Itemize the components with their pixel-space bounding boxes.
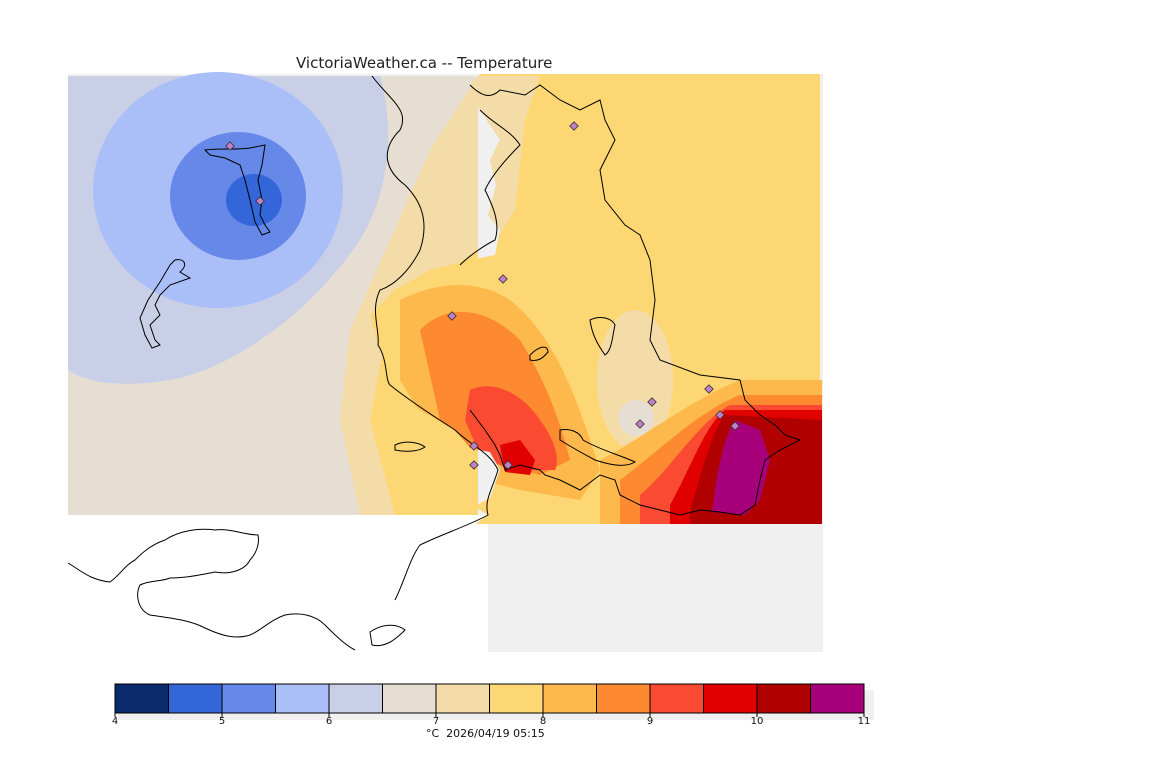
legend-tick-label: 9 bbox=[646, 716, 654, 727]
legend-tick-label: 7 bbox=[432, 716, 440, 727]
legend-bin bbox=[596, 683, 651, 714]
legend-bin bbox=[810, 683, 865, 714]
station-marker bbox=[469, 441, 479, 451]
legend-bin bbox=[221, 683, 276, 714]
station-marker bbox=[647, 397, 657, 407]
weather-station-markers bbox=[225, 121, 740, 470]
legend-bin bbox=[542, 683, 597, 714]
station-marker bbox=[498, 274, 508, 284]
legend-bin bbox=[328, 683, 383, 714]
station-marker bbox=[715, 410, 725, 420]
station-marker bbox=[255, 196, 265, 206]
legend-tick-label: 11 bbox=[857, 716, 871, 727]
legend-tick-label: 6 bbox=[325, 716, 333, 727]
station-marker bbox=[730, 421, 740, 431]
legend-bin bbox=[382, 683, 437, 714]
legend-bin bbox=[649, 683, 704, 714]
legend-tick-label: 8 bbox=[539, 716, 547, 727]
legend-tick-label: 4 bbox=[111, 716, 119, 727]
station-marker bbox=[503, 460, 513, 470]
legend-bin bbox=[756, 683, 811, 714]
station-marker bbox=[447, 311, 457, 321]
legend-bin bbox=[114, 683, 169, 714]
legend-bin bbox=[275, 683, 330, 714]
no-data-area bbox=[68, 515, 488, 652]
station-marker bbox=[704, 384, 714, 394]
coastlines bbox=[67, 75, 802, 651]
map-title: VictoriaWeather.ca -- Temperature bbox=[296, 54, 553, 72]
station-marker bbox=[469, 460, 479, 470]
legend-bin bbox=[168, 683, 223, 714]
station-marker bbox=[635, 419, 645, 429]
legend-tick-label: 10 bbox=[750, 716, 764, 727]
station-marker bbox=[225, 141, 235, 151]
legend-bin bbox=[435, 683, 490, 714]
legend-bin bbox=[703, 683, 758, 714]
legend-bin bbox=[489, 683, 544, 714]
legend-tick-label: 5 bbox=[218, 716, 226, 727]
legend-caption: °C 2026/04/19 05:15 bbox=[426, 727, 545, 740]
station-marker bbox=[569, 121, 579, 131]
